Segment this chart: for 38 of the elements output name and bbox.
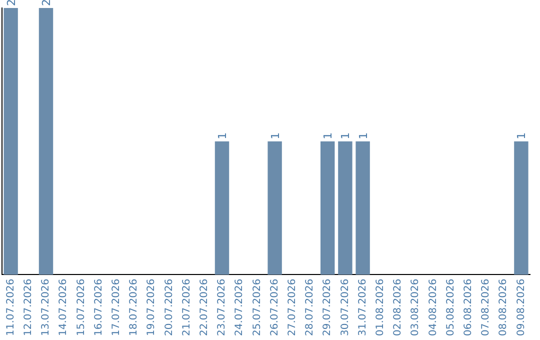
x-tick-label: 28.07.2026 — [304, 278, 316, 336]
data-label: 1 — [515, 132, 528, 140]
x-tick-label: 13.07.2026 — [40, 278, 52, 336]
x-tick-label: 26.07.2026 — [269, 278, 280, 336]
x-tick-label: 04.08.2026 — [428, 278, 439, 336]
x-tick-label: 05.08.2026 — [445, 278, 456, 336]
x-tick-label: 11.07.2026 — [5, 278, 16, 336]
x-tick-label: 27.07.2026 — [286, 278, 298, 336]
data-label: 2 — [40, 0, 53, 6]
x-tick-label: 16.07.2026 — [93, 278, 104, 336]
x-tick-label: 12.07.2026 — [22, 278, 34, 336]
x-tick-label: 30.07.2026 — [340, 278, 351, 336]
x-tick-label: 02.08.2026 — [392, 278, 404, 336]
x-tick-label: 17.07.2026 — [110, 278, 122, 336]
x-tick-label: 18.07.2026 — [128, 278, 140, 336]
x-tick-label: 23.07.2026 — [216, 278, 228, 336]
x-tick-label: 31.07.2026 — [357, 278, 368, 336]
data-label: 2 — [4, 0, 18, 6]
data-label: 1 — [339, 132, 352, 140]
x-tick-label: 03.08.2026 — [410, 278, 422, 336]
x-tick-label: 21.07.2026 — [181, 278, 192, 336]
x-tick-label: 29.07.2026 — [322, 278, 334, 336]
x-tick-label: 25.07.2026 — [252, 278, 263, 336]
x-tick-label: 01.08.2026 — [374, 278, 386, 336]
x-tick-label: 09.08.2026 — [516, 278, 527, 336]
x-tick-label: 22.07.2026 — [198, 278, 210, 336]
x-tick-label: 15.07.2026 — [76, 278, 87, 336]
data-label: 1 — [322, 132, 335, 140]
data-label: 1 — [268, 132, 282, 140]
x-tick-label: 14.07.2026 — [58, 278, 70, 336]
x-tick-label: 06.08.2026 — [462, 278, 474, 336]
data-label: 1 — [356, 132, 370, 140]
x-tick-label: 08.08.2026 — [498, 278, 510, 336]
data-label: 1 — [216, 132, 229, 140]
x-tick-label: 07.08.2026 — [480, 278, 492, 336]
x-tick-label: 19.07.2026 — [146, 278, 158, 336]
x-tick-label: 24.07.2026 — [234, 278, 246, 336]
x-tick-label: 20.07.2026 — [164, 278, 175, 336]
